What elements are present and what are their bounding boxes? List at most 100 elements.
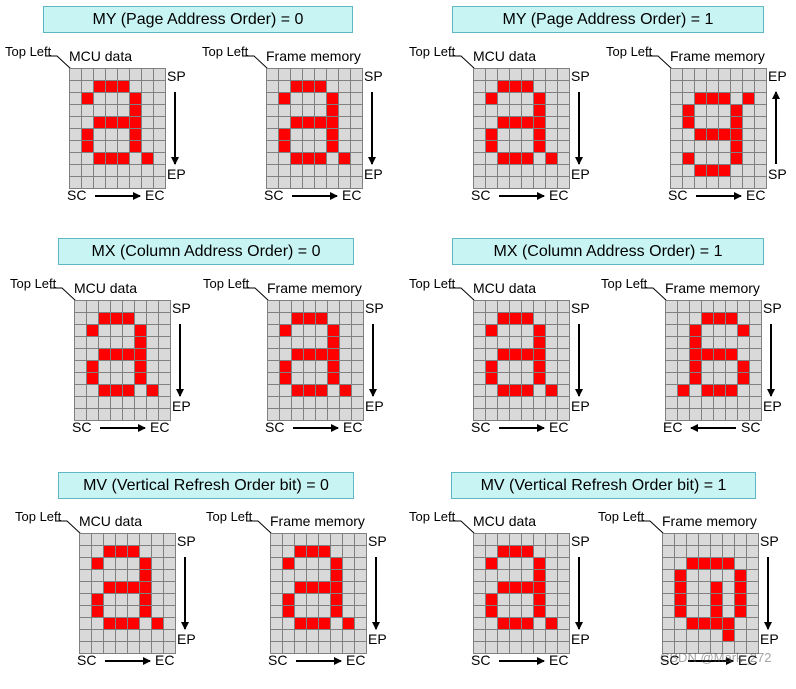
scan-arrows bbox=[95, 92, 179, 200]
pixel-off bbox=[116, 594, 127, 605]
pixel-off bbox=[743, 141, 754, 152]
pixel-off bbox=[94, 165, 105, 176]
pixel-off bbox=[75, 373, 86, 384]
pixel-off bbox=[147, 409, 158, 420]
pixel-off bbox=[159, 337, 170, 348]
pixel-on bbox=[327, 129, 338, 140]
pixel-off bbox=[719, 105, 730, 116]
pixel-off bbox=[690, 301, 701, 312]
pixel-on bbox=[99, 349, 110, 360]
pixel-off bbox=[352, 409, 363, 420]
pixel-on bbox=[279, 93, 290, 104]
pixel-off bbox=[268, 409, 279, 420]
pixel-off bbox=[719, 81, 730, 92]
pixel-on bbox=[534, 373, 545, 384]
pixel-off bbox=[291, 129, 302, 140]
pixel-off bbox=[152, 594, 163, 605]
pixel-off bbox=[743, 165, 754, 176]
pixel-off bbox=[546, 117, 557, 128]
pixel-on bbox=[279, 141, 290, 152]
panel-mx1-mcu: Top Left MCU data SP EP SC EC bbox=[409, 276, 599, 456]
pixel-off bbox=[271, 618, 282, 629]
pixel-off bbox=[755, 93, 766, 104]
mcu-data-caption: MCU data bbox=[473, 280, 537, 296]
ec-label: EC bbox=[342, 187, 362, 203]
pixel-off bbox=[82, 153, 93, 164]
pixel-off bbox=[731, 69, 742, 80]
pixel-off bbox=[699, 594, 710, 605]
pixel-off bbox=[164, 558, 175, 569]
pixel-off bbox=[738, 349, 749, 360]
pixel-off bbox=[339, 141, 350, 152]
pixel-off bbox=[355, 618, 366, 629]
sc-label: SC bbox=[471, 652, 491, 668]
pixel-off bbox=[750, 325, 761, 336]
pixel-off bbox=[343, 582, 354, 593]
pixel-off bbox=[666, 385, 677, 396]
pixel-on bbox=[702, 349, 713, 360]
pixel-on bbox=[104, 618, 115, 629]
pixel-on bbox=[331, 570, 342, 581]
pixel-off bbox=[128, 534, 139, 545]
pixel-off bbox=[351, 81, 362, 92]
pixel-off bbox=[510, 630, 521, 641]
pixel-off bbox=[510, 594, 521, 605]
pixel-off bbox=[498, 606, 509, 617]
pixel-off bbox=[687, 546, 698, 557]
pixel-off bbox=[75, 313, 86, 324]
pixel-grid bbox=[266, 68, 363, 189]
pixel-off bbox=[690, 397, 701, 408]
pixel-off bbox=[687, 582, 698, 593]
pixel-off bbox=[280, 313, 291, 324]
pixel-off bbox=[82, 177, 93, 188]
pixel-on bbox=[135, 325, 146, 336]
panel-mv1-frame: Top Left Frame memory SP EP SC EC bbox=[598, 509, 788, 689]
pixel-on bbox=[726, 385, 737, 396]
pixel-off bbox=[104, 570, 115, 581]
pixel-off bbox=[534, 546, 545, 557]
pixel-off bbox=[474, 337, 485, 348]
pixel-off bbox=[118, 129, 129, 140]
pixel-off bbox=[267, 93, 278, 104]
pixel-on bbox=[683, 153, 694, 164]
pixel-off bbox=[116, 558, 127, 569]
mcu-data-caption: MCU data bbox=[79, 513, 143, 529]
pixel-off bbox=[99, 301, 110, 312]
pixel-on bbox=[303, 81, 314, 92]
pixel-on bbox=[104, 546, 115, 557]
pixel-off bbox=[319, 594, 330, 605]
pixel-on bbox=[719, 93, 730, 104]
pixel-on bbox=[123, 313, 134, 324]
pixel-off bbox=[70, 93, 81, 104]
pixel-grid bbox=[74, 300, 171, 421]
pixel-on bbox=[130, 93, 141, 104]
pixel-on bbox=[534, 349, 545, 360]
panel-my1-mcu: Top Left MCU data SP EP SC EC bbox=[409, 44, 599, 224]
pixel-off bbox=[486, 117, 497, 128]
pixel-off bbox=[486, 385, 497, 396]
pixel-off bbox=[498, 361, 509, 372]
pixel-off bbox=[699, 582, 710, 593]
pixel-on bbox=[123, 349, 134, 360]
pixel-off bbox=[267, 117, 278, 128]
pixel-off bbox=[534, 630, 545, 641]
pixel-off bbox=[118, 105, 129, 116]
pixel-off bbox=[291, 165, 302, 176]
pixel-off bbox=[164, 642, 175, 653]
pixel-off bbox=[80, 642, 91, 653]
pixel-off bbox=[92, 642, 103, 653]
pixel-off bbox=[726, 397, 737, 408]
pixel-on bbox=[280, 325, 291, 336]
pixel-on bbox=[111, 349, 122, 360]
pixel-off bbox=[92, 570, 103, 581]
pixel-off bbox=[714, 409, 725, 420]
section-title-mv0: MV (Vertical Refresh Order bit) = 0 bbox=[58, 472, 354, 499]
pixel-off bbox=[498, 570, 509, 581]
top-left-label: Top Left bbox=[409, 509, 456, 524]
pixel-off bbox=[522, 337, 533, 348]
section-title-mx1: MX (Column Address Order) = 1 bbox=[452, 238, 764, 265]
pixel-off bbox=[340, 337, 351, 348]
pixel-off bbox=[343, 570, 354, 581]
pixel-off bbox=[87, 313, 98, 324]
pixel-off bbox=[743, 81, 754, 92]
